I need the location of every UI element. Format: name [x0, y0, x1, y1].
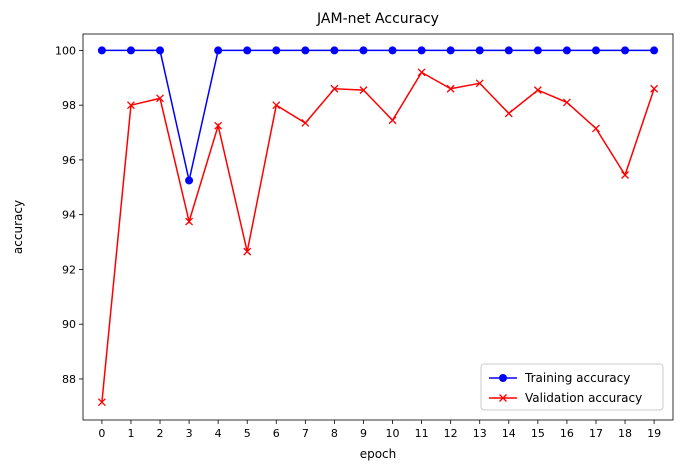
x-tick-label: 0: [98, 427, 105, 440]
x-tick-label: 1: [127, 427, 134, 440]
x-axis-label: epoch: [360, 447, 397, 461]
legend-marker-training: [499, 374, 507, 382]
x-tick-label: 19: [647, 427, 661, 440]
validation-point: [417, 68, 426, 77]
legend-box: [480, 363, 664, 411]
training-point: [562, 46, 571, 55]
validation-point: [650, 84, 659, 93]
validation-point: [388, 116, 397, 125]
y-tick-label: 90: [62, 318, 76, 331]
validation-point: [475, 79, 484, 88]
training-point: [621, 46, 630, 55]
legend-label-validation: Validation accuracy: [525, 391, 642, 405]
x-tick-label: 14: [502, 427, 516, 440]
validation-point: [185, 217, 194, 226]
validation-point: [272, 101, 281, 110]
x-tick-label: 18: [618, 427, 632, 440]
x-tick-label: 10: [386, 427, 400, 440]
series-line-validation: [101, 71, 655, 403]
x-tick-label: 8: [331, 427, 338, 440]
training-point: [446, 46, 455, 55]
axes-frame: [82, 33, 674, 421]
training-point: [185, 176, 194, 185]
training-point: [359, 46, 368, 55]
training-point: [126, 46, 135, 55]
validation-point: [621, 171, 630, 179]
y-tick-label: 94: [62, 209, 76, 222]
training-point: [475, 46, 484, 55]
x-tick-label: 13: [473, 427, 487, 440]
training-point: [272, 46, 281, 55]
validation-point: [243, 247, 252, 256]
series-line-training: [101, 49, 655, 181]
legend-label-training: Training accuracy: [524, 371, 630, 385]
training-point: [243, 46, 252, 55]
plot-area: 0 1 2 3 4 5 6 7 8 9 10 11 12 13 14 15 16 17 18 198890929496…: [55, 33, 674, 440]
validation-point: [330, 84, 339, 93]
training-point: [156, 46, 165, 55]
x-tick-label: 17: [589, 427, 603, 440]
x-tick-label: 2: [157, 427, 164, 440]
validation-point: [504, 109, 513, 118]
y-tick-label: 96: [62, 154, 76, 167]
validation-point: [97, 398, 106, 407]
training-point: [330, 46, 339, 55]
x-tick-label: 5: [244, 427, 251, 440]
x-tick-label: 7: [302, 427, 309, 440]
x-tick-label: 16: [560, 427, 574, 440]
x-tick-label: 3: [186, 427, 193, 440]
y-tick-label: 100: [55, 44, 76, 57]
legend-marker-validation: [499, 394, 507, 402]
x-tick-label: 6: [273, 427, 280, 440]
validation-point: [533, 86, 542, 95]
validation-point: [592, 124, 600, 133]
x-tick-label: 11: [415, 427, 429, 440]
training-point: [97, 46, 106, 55]
legend: Training accuracy Validation accuracy: [480, 363, 664, 411]
x-tick-label: 4: [215, 427, 222, 440]
x-tick-label: 9: [360, 427, 367, 440]
chart-title: JAM-net Accuracy: [316, 11, 439, 27]
training-point: [650, 46, 659, 55]
training-point: [214, 46, 223, 55]
training-point: [504, 46, 513, 55]
validation-point: [156, 94, 164, 103]
validation-point: [301, 119, 310, 127]
x-tick-label: 15: [531, 427, 545, 440]
validation-point: [214, 121, 223, 130]
validation-point: [126, 101, 135, 110]
validation-point: [359, 86, 368, 95]
y-tick-label: 88: [62, 373, 76, 386]
training-point: [417, 46, 426, 55]
x-tick-label: 12: [444, 427, 458, 440]
validation-point: [446, 84, 455, 93]
y-tick-label: 92: [62, 263, 76, 276]
y-tick-label: 98: [62, 99, 76, 112]
validation-point: [562, 98, 571, 107]
training-point: [388, 46, 397, 55]
training-point: [301, 46, 310, 55]
training-point: [591, 46, 600, 55]
training-point: [533, 46, 542, 55]
y-axis-label: accuracy: [11, 200, 25, 254]
